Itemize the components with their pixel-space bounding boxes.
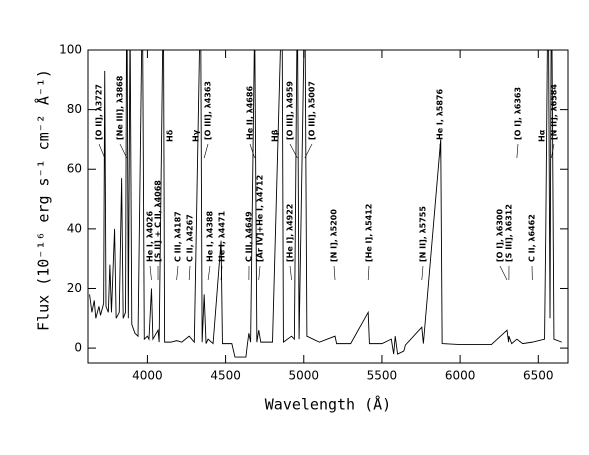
label-leader	[258, 265, 261, 281]
label-leader	[119, 143, 128, 159]
label-leader	[220, 265, 223, 281]
x-tick-label: 5500	[367, 369, 398, 383]
line-label: He II, λ4686	[246, 86, 255, 140]
label-leader	[367, 265, 370, 281]
line-label: [He I], λ4922	[286, 204, 295, 262]
line-label: [O III], λ5007	[308, 81, 317, 140]
label-leader	[499, 265, 508, 281]
x-tick-label: 4000	[132, 369, 163, 383]
line-label: [O III], λ4959	[286, 81, 295, 140]
line-label: [O I], λ6300	[496, 209, 505, 262]
line-label: [He I], λ5412	[365, 204, 374, 262]
y-tick-label: 20	[67, 281, 82, 295]
line-label: Hβ	[271, 129, 280, 142]
line-label: C III, λ4649	[245, 211, 254, 262]
y-tick-label: 60	[67, 162, 82, 176]
label-leader	[516, 143, 519, 159]
spectrum-line	[89, 50, 562, 358]
x-tick-label: 4500	[210, 369, 241, 383]
y-tick-label: 0	[74, 341, 82, 355]
line-label: Hα	[538, 129, 547, 142]
y-axis-label: Flux (10⁻¹⁶ erg s⁻¹ cm⁻² Å⁻¹)	[34, 69, 53, 331]
y-tick-label: 100	[59, 43, 82, 57]
line-label: [S III], λ6312	[505, 204, 514, 262]
line-label: He I, λ4471	[218, 211, 227, 262]
line-label: [N II], λ5755	[419, 206, 428, 262]
plot-area	[89, 50, 562, 358]
y-tick-label: 40	[67, 221, 82, 235]
line-label: [Ar IV]+He I, λ4712	[256, 175, 265, 262]
line-label: [N I], λ5200	[330, 209, 339, 262]
line-label: He I, λ4026	[146, 211, 155, 262]
x-tick-label: 5000	[288, 369, 319, 383]
label-leader	[207, 265, 211, 281]
label-leader	[333, 265, 336, 281]
line-label: Hγ	[192, 129, 201, 142]
x-tick-label: 6500	[523, 369, 554, 383]
line-label: [O I], λ6363	[514, 87, 523, 140]
line-label: [O III], λ4363	[204, 81, 213, 140]
x-axis-label: Wavelength (Å)	[265, 395, 391, 414]
line-label: [S II] + C II, λ4068	[154, 180, 163, 262]
line-label: [Ne III], λ3868	[116, 75, 125, 140]
x-tick-label: 6000	[445, 369, 476, 383]
label-leader	[203, 143, 209, 159]
label-leader	[551, 143, 555, 159]
label-leader	[149, 265, 152, 281]
label-leader	[289, 143, 298, 159]
line-label: C II, λ6462	[528, 214, 537, 262]
y-tick-label: 80	[67, 102, 82, 116]
line-label: He I, λ5876	[436, 89, 445, 140]
label-leader	[289, 265, 292, 281]
line-label: He I, λ4388	[206, 211, 215, 262]
label-leader	[421, 265, 424, 281]
label-leader	[249, 143, 255, 159]
line-label: C III, λ4187	[174, 211, 183, 262]
line-label: [N II], λ6584	[550, 84, 559, 140]
line-label: [O II], λ3727	[95, 84, 104, 140]
line-label: Hδ	[166, 129, 175, 142]
label-leader	[176, 265, 179, 281]
label-leader	[188, 265, 191, 281]
label-leader	[304, 143, 313, 159]
line-label: C II, λ4267	[186, 214, 195, 262]
label-leader	[98, 143, 106, 159]
label-leader	[439, 143, 442, 159]
plot-frame	[87, 49, 569, 364]
